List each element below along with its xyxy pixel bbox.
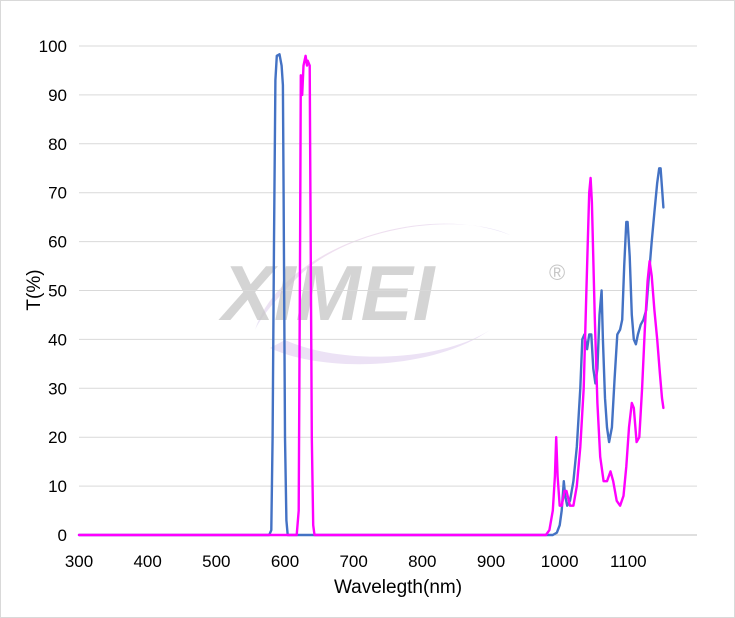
series-line-1 [77, 53, 665, 537]
y-tick-50: 50 [48, 282, 67, 301]
x-tick-700: 700 [339, 552, 367, 571]
x-tick-800: 800 [408, 552, 436, 571]
x-tick-labels: 300 400 500 600 700 800 900 1000 1100 [65, 552, 647, 571]
watermark-registered-mark: ® [549, 260, 565, 285]
y-tick-80: 80 [48, 135, 67, 154]
x-axis-title: Wavelegth(nm) [334, 577, 462, 598]
y-tick-labels: 0 10 20 30 40 50 60 70 80 90 100 [39, 37, 67, 545]
x-tick-1100: 1100 [610, 552, 647, 571]
x-tick-400: 400 [133, 552, 161, 571]
x-tick-1000: 1000 [541, 552, 579, 571]
y-tick-40: 40 [48, 330, 67, 349]
y-tick-10: 10 [48, 477, 67, 496]
y-tick-20: 20 [48, 428, 67, 447]
y-tick-100: 100 [39, 37, 67, 56]
x-tick-300: 300 [65, 552, 93, 571]
series-lines [77, 53, 665, 537]
ximei-watermark-logo: XIMEI ® [218, 223, 565, 365]
series-line-2 [77, 54, 665, 537]
x-tick-500: 500 [202, 552, 230, 571]
watermark-text: XIMEI [218, 249, 436, 337]
x-tick-900: 900 [477, 552, 505, 571]
y-tick-30: 30 [48, 379, 67, 398]
y-tick-70: 70 [48, 184, 67, 203]
y-axis-title: T(%) [24, 269, 45, 310]
x-tick-600: 600 [271, 552, 299, 571]
y-tick-0: 0 [58, 526, 67, 545]
y-tick-60: 60 [48, 233, 67, 252]
y-tick-90: 90 [48, 86, 67, 105]
